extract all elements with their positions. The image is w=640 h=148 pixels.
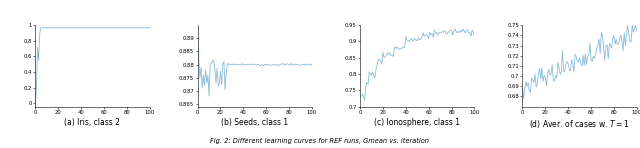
X-axis label: (d) Aver. of cases w. $T=1$: (d) Aver. of cases w. $T=1$: [529, 118, 630, 130]
X-axis label: (a) Iris, class 2: (a) Iris, class 2: [65, 118, 120, 127]
X-axis label: (c) Ionosphere, class 1: (c) Ionosphere, class 1: [374, 118, 460, 127]
X-axis label: (b) Seeds, class 1: (b) Seeds, class 1: [221, 118, 289, 127]
Text: Fig. 2: Different learning curves for REF runs, Gmean vs. iteration: Fig. 2: Different learning curves for RE…: [211, 137, 429, 144]
